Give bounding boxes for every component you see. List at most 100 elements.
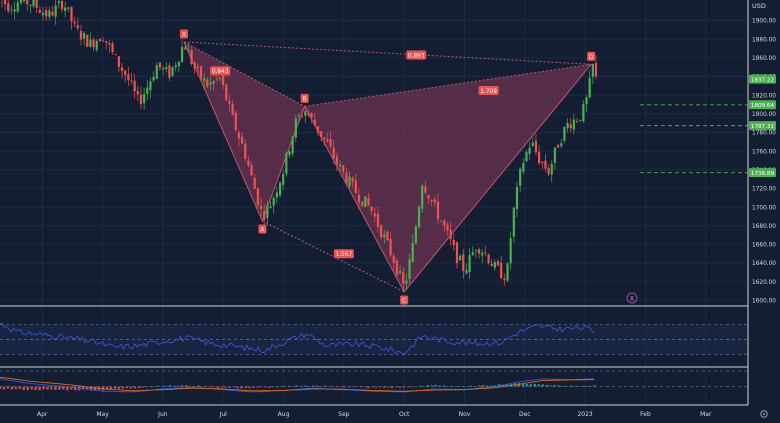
pattern-triangle-xab — [183, 41, 305, 222]
candle-body — [414, 226, 417, 244]
pattern-leg-ab — [261, 106, 306, 222]
macd-histogram-bar — [2, 386, 6, 390]
macd-histogram-bar — [125, 386, 128, 389]
macd-histogram-bar — [589, 385, 592, 387]
candle-body — [196, 66, 199, 69]
macd-histogram-bar — [517, 383, 521, 387]
pattern-point-label: A — [260, 226, 265, 233]
candle-body — [436, 201, 440, 220]
price-tick-label: 1660.00 — [752, 243, 776, 249]
macd-histogram-bar — [22, 386, 25, 391]
candle-body — [266, 205, 269, 219]
macd-histogram-bar — [184, 385, 188, 387]
pattern-alert-icon[interactable]: 8 — [626, 292, 638, 304]
candle-body — [269, 206, 272, 209]
price-tick-label: 1680.00 — [752, 224, 776, 230]
macd-histogram-bar — [501, 384, 505, 387]
candle-body — [541, 161, 544, 163]
candle-body — [522, 163, 525, 172]
macd-histogram-bar — [287, 385, 291, 387]
candle-body — [234, 112, 237, 131]
macd-histogram-bar — [339, 386, 342, 388]
price-axis-panel[interactable] — [748, 0, 780, 405]
macd-histogram-bar — [252, 386, 255, 388]
candle-body — [101, 40, 105, 42]
candle-body — [351, 178, 354, 182]
macd-histogram-bar — [272, 386, 275, 388]
candle-body — [26, 0, 29, 5]
time-axis[interactable]: Apr May Jun Jul Aug Sep Oct Nov Dec 2023 Feb Mar — [37, 411, 712, 418]
candle-body — [222, 75, 225, 86]
candle-body — [338, 164, 342, 167]
candle-body — [120, 67, 124, 71]
macd-histogram-bar — [430, 385, 433, 387]
macd-histogram-bar — [18, 386, 22, 389]
candle-body — [386, 231, 389, 241]
pattern-ratio-badge — [478, 85, 499, 95]
price-badge — [749, 121, 776, 131]
pattern-point-label: X — [182, 31, 186, 38]
candle-body — [585, 97, 588, 105]
macd-histogram-bar — [470, 385, 473, 387]
macd-histogram-bar — [398, 386, 402, 388]
candle-body — [206, 79, 209, 87]
candle-body — [392, 255, 395, 264]
macd-histogram-bar — [6, 386, 10, 389]
macd-histogram-bar — [402, 386, 406, 388]
macd-histogram-bar — [347, 386, 350, 388]
macd-histogram-bar — [85, 386, 89, 390]
candle-body — [272, 198, 275, 206]
settings-gear-icon[interactable] — [760, 410, 768, 418]
candle-body — [402, 271, 405, 284]
macd-histogram-bar — [10, 386, 14, 390]
macd-histogram-bar — [359, 386, 362, 388]
macd-histogram-bar — [311, 385, 315, 387]
candle-body — [348, 176, 351, 187]
macd-histogram-bar — [521, 383, 525, 387]
candle-body — [433, 199, 436, 203]
candle-body — [474, 250, 478, 251]
candle-body — [440, 220, 443, 222]
candle-body — [370, 206, 373, 211]
candle-body — [247, 160, 250, 166]
price-badge — [749, 100, 776, 110]
candle-body — [22, 0, 26, 2]
price-tick-label: 1700.00 — [752, 205, 776, 211]
candle-body — [496, 261, 500, 266]
time-tick-label: Oct — [399, 411, 410, 418]
macd-histogram-bar — [386, 386, 390, 388]
macd-histogram-bar — [149, 386, 152, 388]
macd-histogram-bar — [371, 386, 374, 388]
time-tick-label: May — [96, 411, 109, 418]
macd-histogram-bar — [553, 384, 556, 387]
time-tick-label: Aug — [278, 411, 290, 418]
pattern-point-badge — [400, 295, 409, 305]
candle-body — [367, 197, 370, 206]
candle-body — [575, 120, 579, 122]
candle-body — [149, 81, 152, 90]
macd-histogram-bar — [549, 385, 552, 387]
time-axis-panel[interactable] — [0, 405, 748, 423]
candle-body — [484, 252, 487, 254]
macd-histogram-bar — [173, 385, 176, 387]
price-tick-label: 1620.00 — [752, 280, 776, 286]
candle-body — [158, 62, 162, 68]
macd-histogram-bar — [224, 386, 227, 388]
price-axis[interactable]: 1900.001880.001860.001840.001820.001800.… — [752, 19, 776, 305]
candle-body — [411, 243, 414, 262]
macd-histogram-bar — [569, 385, 572, 387]
pattern-ratio-badge — [406, 50, 427, 60]
candle-body — [98, 39, 102, 42]
pattern-point-badge — [179, 29, 188, 39]
candle-body — [376, 213, 380, 227]
candle-body — [45, 10, 48, 17]
candle-body — [471, 252, 474, 256]
candle-body — [319, 131, 323, 137]
candle-body — [89, 39, 92, 47]
macd-histogram-bar — [585, 385, 588, 387]
candle-body — [531, 142, 534, 147]
candle-body — [70, 6, 73, 22]
candle-body — [477, 249, 481, 254]
macd-histogram-bar — [446, 386, 449, 387]
